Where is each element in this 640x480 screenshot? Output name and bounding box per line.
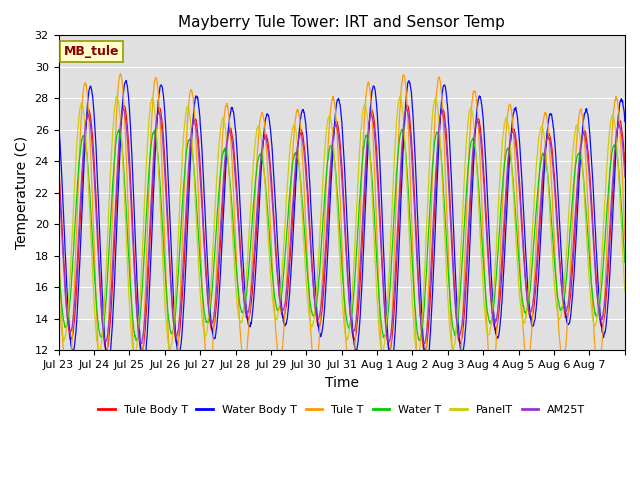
Y-axis label: Temperature (C): Temperature (C) <box>15 136 29 250</box>
Text: MB_tule: MB_tule <box>64 45 120 58</box>
Legend: Tule Body T, Water Body T, Tule T, Water T, PanelT, AM25T: Tule Body T, Water Body T, Tule T, Water… <box>93 400 590 419</box>
X-axis label: Time: Time <box>324 376 358 390</box>
Title: Mayberry Tule Tower: IRT and Sensor Temp: Mayberry Tule Tower: IRT and Sensor Temp <box>179 15 505 30</box>
